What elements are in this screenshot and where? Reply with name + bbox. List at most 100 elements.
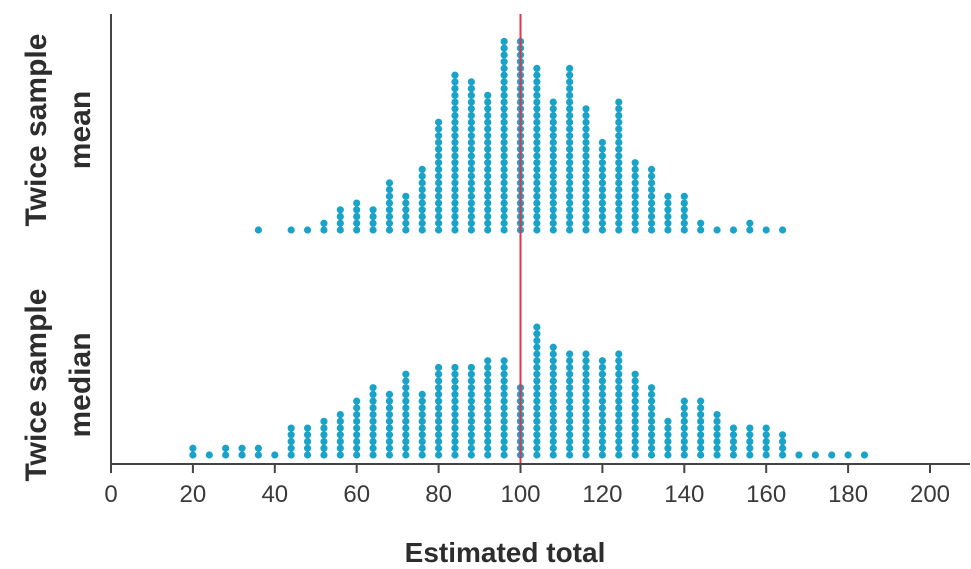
dot [500, 132, 508, 140]
dot [500, 424, 508, 432]
dot [631, 179, 639, 187]
dot [533, 411, 541, 419]
dot [484, 212, 492, 221]
dot [549, 219, 557, 227]
panel-labels: Twice sample mean Twice sample median [20, 34, 97, 482]
dot [402, 424, 410, 432]
dot [435, 172, 443, 180]
dot [484, 152, 492, 160]
dot [615, 206, 623, 214]
dot [778, 444, 787, 452]
dot [385, 437, 394, 446]
dot [353, 411, 361, 419]
dot [615, 199, 623, 207]
dot [484, 384, 492, 392]
dot-stack [598, 138, 607, 234]
dot-stack [353, 397, 361, 459]
dot [664, 437, 672, 446]
dot [582, 105, 590, 113]
dot [385, 444, 394, 452]
dot [598, 404, 607, 412]
dot [500, 138, 508, 147]
dot [713, 451, 721, 459]
dot [697, 219, 705, 227]
dot [385, 424, 394, 432]
dot [549, 192, 557, 200]
dot [303, 444, 312, 452]
dot [746, 424, 754, 432]
dot [615, 377, 623, 385]
dot-stack [844, 451, 852, 459]
dot [484, 404, 492, 412]
dot-stack [287, 226, 295, 234]
dot [697, 431, 705, 439]
dot [500, 71, 508, 79]
dot [254, 444, 263, 452]
dot-stack [336, 411, 344, 459]
dot [664, 192, 672, 200]
dot [533, 350, 541, 358]
dot [582, 118, 590, 126]
dot [762, 431, 770, 439]
dot [778, 437, 787, 446]
dot [566, 437, 574, 446]
dot [549, 357, 557, 365]
dot [402, 397, 410, 405]
dot [582, 199, 590, 207]
dot-stack [320, 219, 328, 234]
dot [451, 451, 459, 459]
dot [467, 78, 475, 86]
dot [713, 226, 721, 234]
dot [500, 437, 508, 446]
dot [467, 172, 475, 180]
dot [369, 384, 377, 392]
dot [598, 206, 607, 214]
x-tick-label: 80 [425, 481, 452, 508]
dot-stack [271, 451, 279, 459]
dot [418, 206, 426, 214]
dot [287, 437, 295, 446]
dot [451, 105, 459, 113]
dot [467, 152, 475, 160]
dot [615, 437, 623, 446]
dot [189, 444, 197, 452]
dot-stack [664, 192, 672, 234]
dot [549, 212, 557, 221]
dot [533, 384, 541, 392]
dot [533, 357, 541, 365]
dot [500, 363, 508, 372]
dot [467, 138, 475, 147]
dot [713, 417, 721, 425]
dot-stack [516, 37, 525, 234]
dot-stack [566, 64, 574, 234]
dot [467, 91, 475, 99]
dot [598, 390, 607, 398]
dot-stack [631, 159, 639, 234]
dot [549, 226, 557, 234]
dot [451, 370, 459, 378]
dot-stack [729, 226, 738, 234]
dot [402, 212, 410, 221]
dot [533, 98, 541, 106]
dot [287, 424, 295, 432]
dot-stack [697, 219, 705, 234]
dot [451, 159, 459, 167]
dot-stack [467, 78, 475, 234]
dot [418, 431, 426, 439]
dot [500, 417, 508, 425]
dot [385, 226, 394, 234]
dot [647, 444, 656, 452]
dot [336, 206, 344, 214]
dot-stack [615, 350, 623, 459]
dot [631, 424, 639, 432]
dot [402, 206, 410, 214]
dot [615, 411, 623, 419]
dot [500, 44, 508, 52]
dot [353, 417, 361, 425]
dot [500, 370, 508, 378]
dot [582, 370, 590, 378]
dot-stack [336, 206, 344, 234]
dot [533, 212, 541, 221]
dot [336, 424, 344, 432]
dot [402, 377, 410, 385]
